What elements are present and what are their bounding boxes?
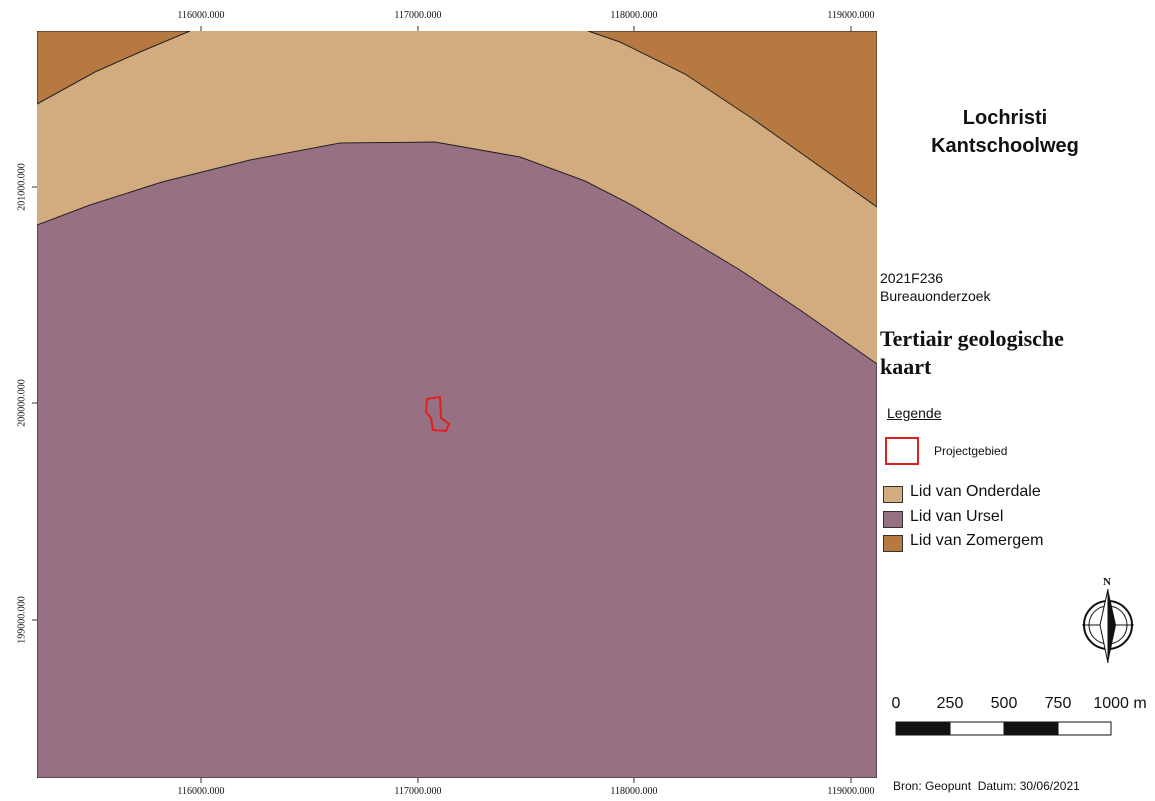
project-type: Bureauonderzoek: [880, 288, 991, 304]
bottom-coordinate: 118000.000: [610, 786, 658, 797]
ticks: [32, 26, 852, 783]
scale-label: 750: [1044, 695, 1072, 712]
top-coordinate: 119000.000: [827, 10, 875, 21]
zomergem-area: [37, 31, 191, 105]
title-line: Kantschoolweg: [931, 135, 1079, 157]
top-coordinate: 116000.000: [177, 10, 225, 21]
map-title: Tertiair geologische kaart: [880, 326, 1064, 379]
project-code: 2021F236: [880, 270, 944, 286]
ursel-area: [37, 141, 877, 778]
scale-bar: [895, 721, 1112, 736]
legend-swatch: [883, 510, 903, 528]
legend-title: Legende: [887, 405, 942, 421]
left-coordinate: 201000.000: [16, 163, 28, 211]
top-coordinate: 117000.000: [394, 10, 442, 21]
scale-label: 500: [990, 695, 1018, 712]
project-area: [424, 395, 451, 433]
scale-label: 0: [891, 695, 901, 712]
left-coordinate: 200000.000: [16, 379, 28, 427]
zomergem-area: [587, 31, 877, 208]
bottom-coordinate: 119000.000: [827, 786, 875, 797]
scale-label: 1000 m: [1093, 695, 1147, 712]
project-area-swatch: [885, 437, 919, 465]
north-arrow: [1082, 588, 1134, 664]
north-label: N: [1103, 576, 1111, 588]
legend-swatch: [883, 535, 903, 552]
legend-label: Lid van Zomergem: [910, 532, 1044, 549]
bottom-coordinate: 116000.000: [177, 786, 225, 797]
legend-swatch: [883, 486, 903, 503]
map-frame: [37, 31, 877, 778]
left-coordinate: 199000.000: [16, 596, 28, 644]
source: Bron: Geopunt Datum: 30/06/2021: [893, 779, 1080, 793]
legend-project-area: Projectgebied: [934, 444, 1008, 458]
top-coordinate: 118000.000: [610, 10, 658, 21]
bottom-coordinate: 117000.000: [394, 786, 442, 797]
legend-label: Lid van Onderdale: [910, 483, 1041, 500]
title-line: Lochristi: [962, 107, 1048, 129]
legend-label: Lid van Ursel: [910, 507, 1004, 525]
scale-label: 250: [936, 695, 964, 712]
